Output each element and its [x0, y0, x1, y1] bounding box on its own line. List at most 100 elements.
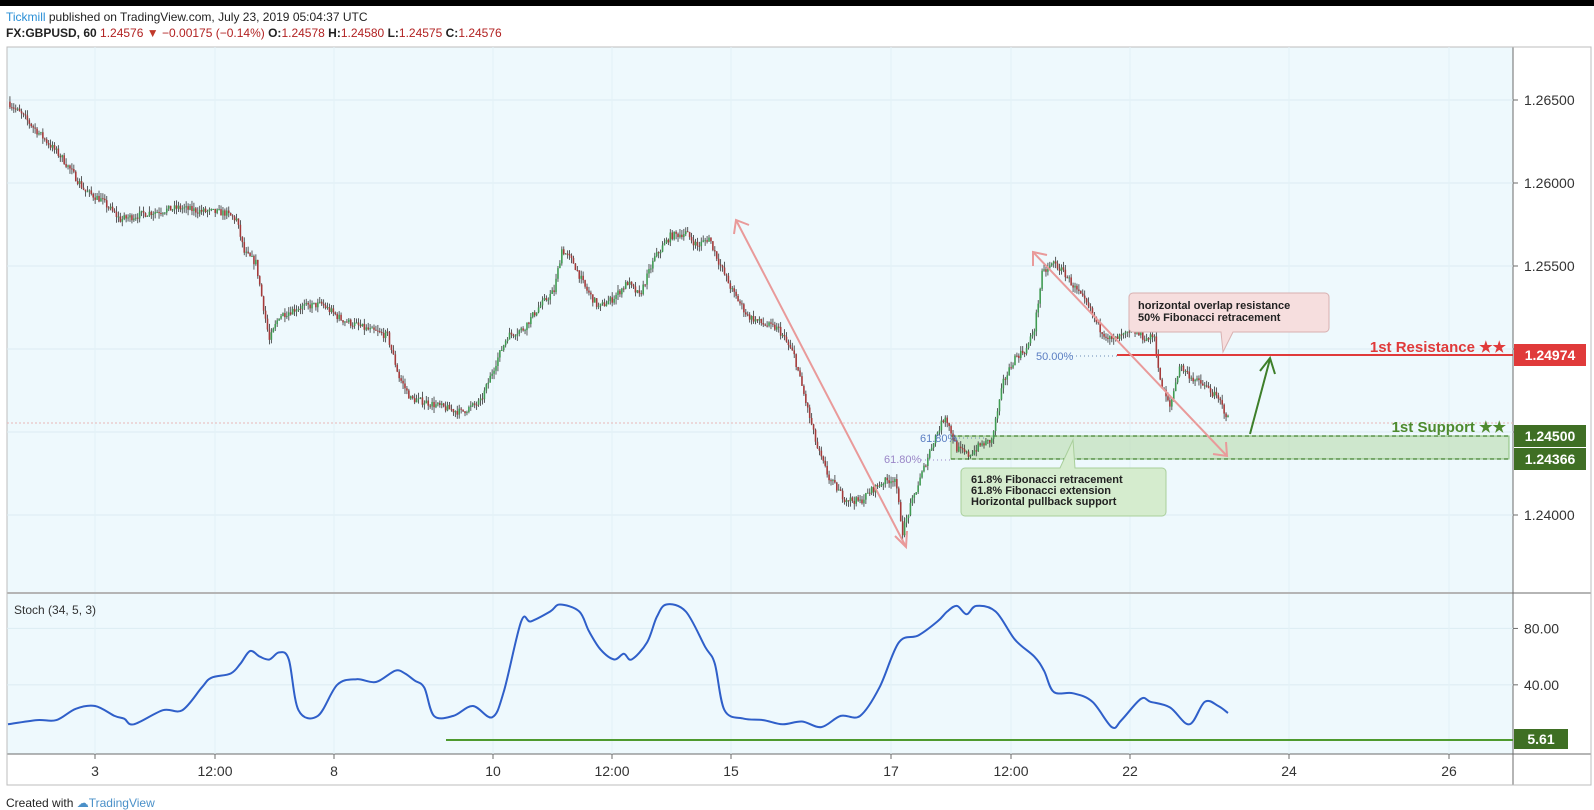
stoch-pane-bg[interactable]: [7, 594, 1513, 754]
candle-body: [1157, 354, 1160, 368]
candle-body: [1068, 277, 1071, 279]
candle-body: [634, 286, 637, 293]
candle-body: [260, 284, 263, 297]
candle-body: [890, 481, 892, 484]
time-tick-label: 12:00: [993, 763, 1028, 779]
candle-body: [702, 240, 705, 242]
candle-body: [65, 164, 67, 167]
candle-body: [1049, 265, 1051, 268]
candle-body: [909, 503, 912, 516]
candle-body: [386, 331, 389, 333]
candle-body: [171, 209, 174, 211]
candle-body: [568, 254, 571, 256]
candle-body: [297, 308, 300, 311]
chart-frame: [6, 46, 1592, 786]
support-zone[interactable]: [950, 435, 1510, 460]
candle-body: [268, 329, 271, 340]
candle-body: [470, 405, 472, 407]
symbol-interval[interactable]: FX:GBPUSD, 60: [6, 26, 97, 40]
candle-body: [808, 407, 811, 418]
candle-body: [592, 294, 594, 303]
candle-body: [1207, 385, 1210, 389]
candle-body: [222, 210, 224, 216]
candle-body: [859, 499, 861, 501]
candle-body: [880, 484, 883, 487]
resistance-callout[interactable]: horizontal overlap resistance 50% Fibona…: [1128, 292, 1330, 354]
candle-body: [896, 479, 898, 489]
candle-body: [499, 350, 501, 358]
candle-body: [307, 302, 309, 305]
candle-body: [1225, 413, 1227, 418]
author-link[interactable]: Tickmill: [6, 10, 46, 24]
stoch-value-text: 5.61: [1527, 731, 1554, 747]
candle-body: [992, 431, 995, 439]
candle-body: [369, 327, 371, 330]
candle-body: [1111, 336, 1113, 340]
candle-body: [1180, 365, 1183, 367]
candle-body: [1050, 263, 1053, 266]
down-move-arrow-1[interactable]: [733, 218, 908, 550]
stoch-line[interactable]: [7, 603, 1229, 729]
candle-body: [280, 316, 282, 319]
candle-body: [1089, 306, 1092, 309]
candle-body: [18, 108, 21, 112]
candle-body: [613, 298, 615, 303]
candle-body: [1116, 336, 1119, 339]
candle-body: [590, 292, 592, 295]
candle-body: [969, 455, 972, 457]
candle-body: [456, 411, 459, 415]
candle-body: [777, 326, 780, 328]
candle-body: [100, 198, 102, 202]
bullish-target-arrow[interactable]: [1249, 355, 1276, 435]
candle-body: [1097, 321, 1100, 323]
candle-body: [539, 305, 542, 308]
candle-body: [805, 393, 807, 404]
candle-body: [648, 268, 650, 274]
candle-body: [131, 215, 133, 221]
candle-body: [198, 209, 201, 214]
candle-body: [721, 265, 724, 268]
candle-body: [1058, 268, 1061, 271]
resistance-label[interactable]: 1st Resistance ★★: [1370, 339, 1507, 356]
candle-body: [243, 242, 246, 253]
candle-body: [774, 324, 776, 330]
candle-body: [816, 441, 819, 449]
candle-body: [621, 288, 623, 295]
candle-body: [770, 322, 772, 324]
candle-body: [667, 239, 670, 243]
candle-body: [309, 304, 311, 309]
candle-body: [1064, 269, 1067, 278]
candle-body: [74, 171, 77, 182]
candle-body: [717, 258, 720, 265]
support-label[interactable]: 1st Support ★★: [1392, 419, 1507, 436]
candle-body: [1000, 388, 1003, 400]
stoch-title[interactable]: Stoch (34, 5, 3): [14, 603, 96, 617]
candle-body: [400, 378, 402, 381]
candle-body: [607, 301, 610, 305]
candle-body: [692, 240, 695, 246]
candle-body: [293, 308, 296, 312]
candle-body: [1112, 338, 1115, 340]
candle-body: [1140, 332, 1142, 336]
candle-body: [1169, 400, 1171, 407]
candle-body: [32, 126, 34, 128]
candle-body: [1198, 378, 1200, 381]
fib-50-label: 50.00%: [1036, 351, 1074, 363]
support-bottom-price-tag: 1.24366: [1514, 448, 1586, 470]
candle-body: [665, 239, 668, 243]
down-move-arrow-2[interactable]: [1032, 250, 1229, 458]
candle-body: [67, 165, 69, 167]
candle-body: [644, 284, 646, 286]
candle-body: [679, 234, 681, 238]
candle-body: [584, 280, 586, 287]
candle-body: [406, 388, 408, 391]
candle-body: [1018, 355, 1020, 358]
support-callout[interactable]: 61.8% Fibonacci retracement 61.8% Fibona…: [960, 438, 1167, 517]
candle-body: [1080, 290, 1082, 294]
resistance-note-1: horizontal overlap resistance: [1138, 300, 1290, 312]
price-axis-bg[interactable]: [1513, 47, 1591, 754]
tradingview-brand[interactable]: TradingView: [88, 796, 155, 810]
candle-body: [965, 451, 968, 453]
candle-body: [576, 269, 579, 271]
